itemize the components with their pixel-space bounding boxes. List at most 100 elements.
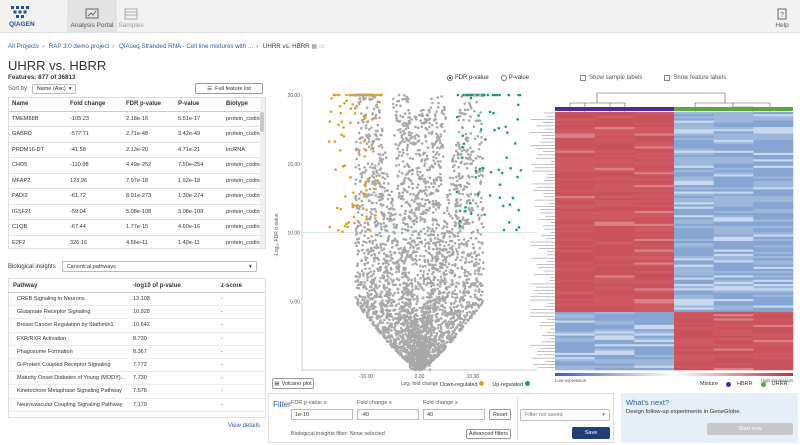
gene-col-header[interactable]: FDR p-value [123,98,175,112]
table-row[interactable]: E2F2 326.16 4.56e-11 1.40e-11 protein_coding [9,235,265,248]
pathway-col-header[interactable]: Pathway [13,282,38,289]
breadcrumb-current: UHRR vs. HBRR [262,43,310,50]
heatmap[interactable]: Low expression High expression [525,85,795,385]
breadcrumb-project[interactable]: RAP 3.0 demo project [48,43,110,50]
list-icon: ☰ [207,85,213,92]
table-row[interactable]: IGSF21 -59.04 5.08e-108 3.08e-109 protein_co… [9,204,265,220]
pathway-cell: Phagosome Formation [17,348,73,355]
list-item[interactable]: CREB Signaling in Neurons 13.108 - [9,293,265,307]
advanced-filters-button[interactable]: Advanced filters [466,429,511,439]
fdr-pvalue-input[interactable]: 1e-10 [291,409,353,420]
table-row[interactable]: PRDM16-DT -41.58 2.13e-20 4.71e-21 lncRNA [9,142,265,158]
table-cell: 4.60e-16 [175,219,223,236]
heatmap-legend: Mixture HBRR UHRR [700,381,788,387]
radio-pvalue[interactable]: P-value [500,75,529,81]
table-row[interactable]: CHD5 -110.98 4.49e-252 7.50e-254 protein_cod… [9,157,265,174]
filter-divider [517,396,518,440]
full-feature-list-button[interactable]: ☰ Full feature list [195,83,263,94]
insights-select[interactable]: Canonical pathways ▾ [61,261,257,272]
fold-change-high-input[interactable]: 40 [423,409,485,420]
pathway-cell: - [221,388,223,395]
radio-fdr-pvalue[interactable]: FDR p-value [447,75,489,81]
save-button[interactable]: Save [572,427,610,439]
gene-col-header[interactable]: P-value [175,98,223,112]
view-details-link[interactable]: View details [228,423,260,429]
volcano-plot[interactable]: 20.00 15.00 10.00 5.00 -10.00 0.00 10.00 -Log₁₀… [272,85,542,390]
table-cell: -59.04 [67,204,123,220]
qiagen-logo[interactable] [8,4,36,30]
pathway-cell: - [221,375,223,382]
x-tick-label: -10.00 [359,374,373,380]
table-row[interactable]: TMEM88B -105.23 2.18e-16 5.51e-17 protein_co… [9,111,265,127]
gene-col-header[interactable]: Biotype [223,98,265,112]
y-tick-label: 15.00 [287,162,300,168]
pathway-cell: 7.730 [133,375,147,382]
table-cell: TMEM88B [9,111,67,127]
analysis-portal-icon [85,8,99,19]
pathway-cell: - [221,322,223,329]
table-row[interactable]: C1QB -67.44 1.77e-15 4.60e-16 protein_coding [9,219,265,236]
volcano-legend: Down-regulated Up-regulated [440,381,531,388]
pathway-cell: 10.928 [133,309,150,316]
table-cell: GABRD [9,126,67,143]
volcano-plot-button-label: Volcano plot [281,380,312,387]
table-row[interactable]: MFAP2 123.96 7.97e-18 1.92e-18 protein_codin… [9,173,265,189]
breadcrumb-all-projects[interactable]: All Projects [8,43,39,50]
list-item[interactable]: Kinetochore Metaphase Signaling Pathway 7… [9,385,265,399]
sort-control: Sort by: Name (Asc) ▾ [8,84,77,94]
list-item[interactable]: Maturity Onset Diabetes of Young (MODY).… [9,372,265,386]
table-row[interactable]: GABRD -577.71 2.71e-48 3.42e-49 protein_codi… [9,126,265,143]
show-sample-labels-checkbox[interactable]: Show sample labels [580,75,642,81]
tab-analysis-portal[interactable]: Analysis Portal [67,0,117,33]
table-row[interactable]: PADI2 -61.72 8.91e-273 1.30e-274 protein_cod… [9,188,265,205]
show-feature-labels-checkbox[interactable]: Show feature labels [664,75,726,81]
gene-table-scrollbar[interactable] [260,98,265,248]
table-cell: 326.16 [67,235,123,248]
help-button[interactable]: ? Help [770,0,794,33]
table-cell: IGSF21 [9,204,67,220]
legend-up: Up-regulated [492,381,531,388]
sort-select[interactable]: Name (Asc) ▾ [31,84,77,94]
x-tick-label: 10.00 [467,374,480,380]
saved-filter-select[interactable]: Filter not saved ▾ [520,409,610,421]
start-now-button[interactable]: Start now [707,423,793,435]
insights-bar: Biological insights Canonical pathways ▾ [8,261,257,272]
sort-label: Sort by: [8,86,29,92]
uhrr-group-bar [674,107,793,111]
table-cell: 3.42e-49 [175,126,223,143]
list-item[interactable]: Glutamate Receptor Signaling 10.928 - [9,306,265,320]
help-label: Help [775,22,789,29]
list-item[interactable]: Breast Cancer Regulation by Stathmin1 10.… [9,319,265,333]
sort-value: Name (Asc) [36,86,66,92]
table-cell: CHD5 [9,157,67,174]
table-cell: MFAP2 [9,173,67,189]
list-item[interactable]: G-Protein Coupled Receptor Signaling 7.77… [9,359,265,373]
volcano-points[interactable] [327,93,523,372]
reset-button[interactable]: Reset [489,409,511,420]
heatmap-cells[interactable] [555,112,794,371]
breadcrumb-icons[interactable]: ▦ ▭ [311,43,325,50]
radio-selected-icon [447,75,453,81]
pathway-cell: 13.108 [133,296,150,303]
table-cell: 4.56e-11 [123,235,175,248]
list-item[interactable]: Neurovascular Coupling Signaling Pathway… [9,399,265,412]
list-item[interactable]: Phagosome Formation 8.367 - [9,346,265,359]
pathway-cell: - [221,401,223,408]
saved-filter-value: Filter not saved [525,412,563,418]
fold-change-low-input[interactable]: -40 [357,409,419,420]
heatmap-options: Show sample labels Show feature labels [580,75,726,81]
list-item[interactable]: FXR/RXR Activation 8.730 - [9,333,265,346]
pathway-col-header[interactable]: -log10 of p-value [133,282,181,289]
table-cell: protein_coding [223,157,265,174]
breadcrumb-experiment[interactable]: QIAseq Stranded RNA - Cell line mixtures… [118,43,254,50]
gene-col-header[interactable]: Fold change [67,98,123,112]
table-cell: protein_coding [223,204,265,220]
table-cell: E2F2 [9,235,67,248]
table-cell: protein_coding [223,173,265,189]
volcano-plot-button[interactable]: ▤ Volcano plot [272,378,314,389]
gene-col-header[interactable]: Name [9,98,67,112]
table-cell: -61.72 [67,188,123,205]
table-cell: 123.96 [67,173,123,189]
pathway-col-header[interactable]: z-score [221,282,243,289]
tab-samples[interactable]: Samples [117,0,145,33]
